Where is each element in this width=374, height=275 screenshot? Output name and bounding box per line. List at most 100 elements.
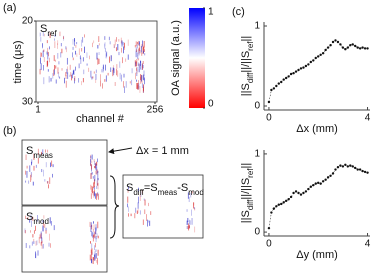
label-part: ||/||S	[240, 178, 252, 200]
point	[270, 211, 273, 214]
point	[297, 68, 300, 72]
point	[356, 46, 359, 49]
label-part: ||	[240, 36, 252, 42]
label-part: ref	[246, 168, 255, 178]
y-tick-label: 0	[254, 101, 260, 112]
panel-label: (a)	[3, 2, 16, 14]
point	[314, 182, 317, 185]
label-part: diff	[246, 199, 255, 210]
x-tick-label: 4	[365, 239, 371, 250]
y-tick-label: 20	[22, 16, 34, 27]
point	[354, 44, 357, 48]
point	[307, 187, 310, 191]
point	[358, 168, 362, 171]
y-tick-label: 0	[254, 227, 260, 238]
point	[272, 207, 276, 210]
point	[289, 195, 293, 199]
point	[366, 171, 369, 174]
x-axis-label: Δy (mm)	[296, 249, 338, 261]
point	[280, 80, 283, 84]
point	[284, 76, 288, 80]
y-tick-label: 30	[22, 97, 34, 108]
point	[326, 176, 330, 179]
point	[349, 44, 352, 47]
colorbar-tick-label: 1	[208, 7, 214, 18]
brace	[109, 175, 120, 239]
shift-label: Δx = 1 mm	[136, 145, 189, 157]
point	[331, 172, 335, 175]
label: ||Sdiff||/||Sref||	[240, 163, 255, 223]
point	[312, 183, 315, 187]
point	[304, 64, 308, 68]
colorbar-tick-label: 0	[208, 99, 214, 110]
label-part: ref	[246, 41, 255, 51]
point	[309, 60, 313, 64]
point	[349, 164, 352, 167]
point	[275, 84, 278, 88]
point	[329, 44, 332, 47]
label-part: ||	[240, 163, 252, 169]
point	[334, 168, 337, 171]
label-part: -S	[177, 182, 188, 194]
x-tick-label: 4	[365, 113, 371, 124]
point	[277, 82, 280, 85]
point	[282, 78, 285, 81]
point	[329, 174, 332, 177]
point	[282, 201, 285, 204]
label: ||Sdiff||/||Sref||	[240, 36, 255, 96]
point	[307, 63, 310, 66]
point	[351, 43, 354, 46]
point	[277, 203, 280, 206]
point	[366, 47, 369, 50]
x-axis-label: channel #	[76, 113, 125, 125]
label-part: S	[126, 182, 133, 194]
label-part: meas	[158, 188, 178, 197]
point	[280, 202, 283, 206]
point	[317, 55, 320, 58]
label: Sdiff=Smeas-Smod	[126, 182, 204, 197]
point	[326, 46, 330, 49]
point	[339, 43, 342, 46]
point	[363, 170, 367, 174]
point	[287, 198, 290, 201]
panel-label: (b)	[3, 125, 16, 137]
point	[284, 199, 288, 203]
point	[358, 47, 362, 50]
colorbar-label: OA signal (a.u.)	[170, 20, 182, 96]
point	[304, 190, 308, 193]
point	[292, 72, 295, 75]
x-axis-label: Δx (mm)	[296, 123, 338, 135]
image-frame	[122, 174, 204, 239]
point	[321, 180, 325, 183]
point	[339, 164, 342, 167]
point	[312, 59, 315, 62]
point	[267, 100, 271, 104]
label-part: ||/||S	[240, 51, 252, 73]
point	[287, 75, 290, 78]
point	[267, 226, 271, 230]
point	[319, 53, 322, 56]
point	[361, 46, 364, 49]
label-part: mod	[188, 188, 204, 197]
y-tick-label: 1	[254, 21, 260, 32]
images	[21, 20, 204, 273]
point	[346, 165, 350, 168]
x-tick-label: 1	[35, 105, 41, 116]
point	[324, 178, 327, 181]
point	[324, 48, 327, 52]
label-part: S	[40, 23, 47, 35]
point	[299, 193, 303, 196]
point	[294, 190, 298, 193]
point	[334, 39, 337, 42]
y-axis-label: time (μs)	[12, 40, 24, 83]
point	[346, 46, 350, 49]
point	[317, 181, 320, 185]
label-part: diff	[246, 72, 255, 83]
point	[314, 56, 317, 60]
point	[356, 168, 359, 171]
label: Smeas	[26, 145, 53, 160]
line	[268, 164, 368, 229]
point	[336, 166, 340, 169]
label-part: S	[26, 145, 33, 157]
